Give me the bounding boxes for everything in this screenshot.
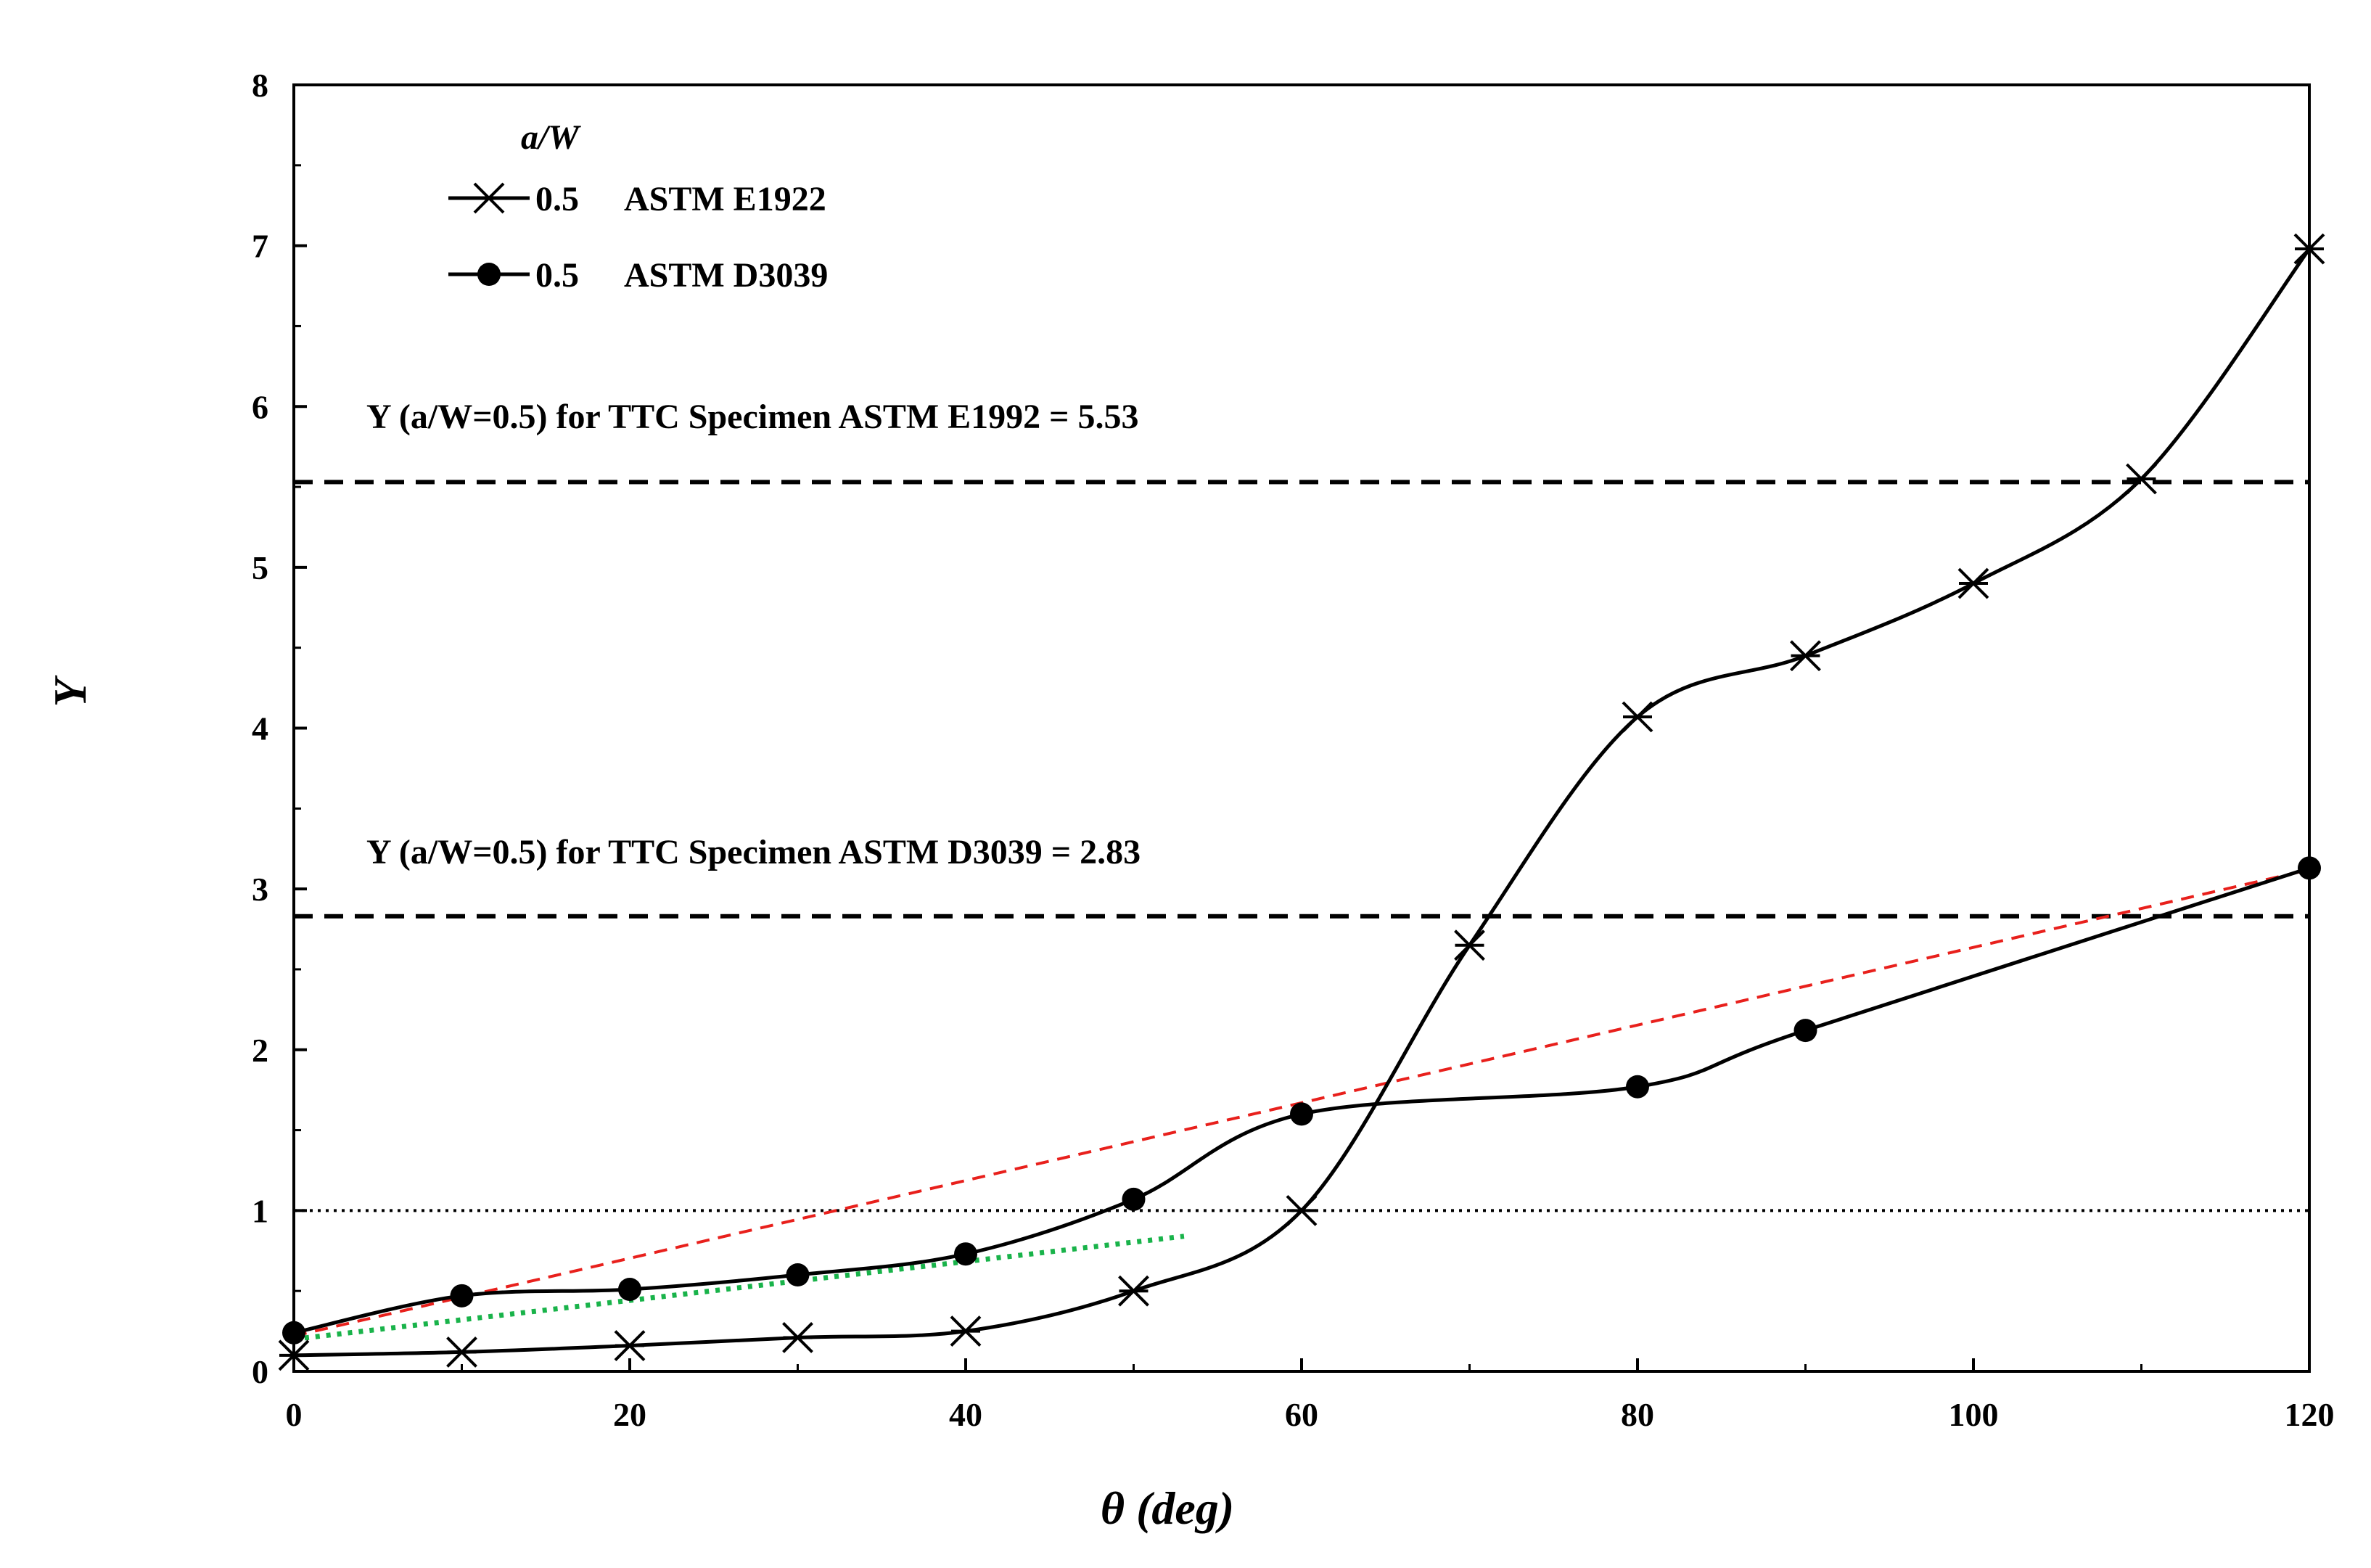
x-axis-title: θ (deg)	[1101, 1482, 1234, 1534]
green-dotted-trend	[293, 1234, 1185, 1342]
reference-label-d3039: Y (a/W=0.5) for TTC Specimen ASTM D3039 …	[366, 833, 1141, 871]
x-axis: 0 20 40 60 80 100 120	[286, 1358, 2335, 1433]
point-e1922-50	[1118, 1275, 1149, 1307]
point-e1922-110	[2126, 463, 2157, 495]
x-tick-label-80: 80	[1621, 1396, 1654, 1433]
y-tick-label-6: 6	[252, 388, 268, 425]
x-tick-label-100: 100	[1949, 1396, 1999, 1433]
legend: a/W 0.5 ASTM E1922 0.5 ASTM D3039	[448, 118, 828, 295]
point-d3039-20	[618, 1277, 641, 1301]
point-d3039-120	[2298, 856, 2321, 880]
y-tick-label-5: 5	[252, 549, 268, 586]
point-e1922-30	[782, 1322, 813, 1353]
x-tick-label-40: 40	[949, 1396, 982, 1433]
y-tick-label-0: 0	[252, 1353, 268, 1390]
y-tick-label-3: 3	[252, 871, 268, 908]
x-tick-label-60: 60	[1285, 1396, 1318, 1433]
y-tick-label-1: 1	[252, 1192, 268, 1229]
x-tick-label-120: 120	[2285, 1396, 2335, 1433]
point-d3039-60	[1290, 1102, 1313, 1126]
y-axis-title: Y	[44, 676, 96, 707]
series-layer	[278, 233, 2325, 1371]
y-axis: 0 1 2 3 4 5 6 7 8	[252, 67, 307, 1390]
legend-value-e1922: 0.5	[535, 180, 579, 218]
point-d3039-40	[954, 1242, 977, 1266]
x-tick-label-20: 20	[613, 1396, 646, 1433]
y-tick-label-2: 2	[252, 1032, 268, 1069]
point-e1922-70	[1454, 929, 1485, 961]
point-e1922-90	[1790, 640, 1821, 672]
legend-marker-d3039	[477, 263, 501, 286]
series-line-1	[293, 866, 2310, 1335]
legend-label-d3039: ASTM D3039	[624, 256, 828, 295]
legend-title: a/W	[521, 118, 581, 157]
point-e1922-80	[1622, 701, 1653, 733]
point-e1922-120	[2293, 233, 2325, 265]
point-d3039-50	[1122, 1187, 1146, 1211]
point-e1922-100	[1957, 567, 1989, 599]
point-e1922-0	[278, 1339, 310, 1371]
y-tick-label-8: 8	[252, 67, 268, 104]
point-d3039-10	[450, 1284, 474, 1308]
point-d3039-90	[1793, 1019, 1817, 1043]
point-e1922-10	[446, 1336, 477, 1368]
legend-value-d3039: 0.5	[535, 256, 579, 295]
reference-label-e1992: Y (a/W=0.5) for TTC Specimen ASTM E1992 …	[366, 398, 1139, 436]
legend-label-e1922: ASTM E1922	[624, 180, 826, 218]
point-d3039-30	[786, 1263, 810, 1287]
point-d3039-0	[282, 1321, 305, 1345]
legend-marker-e1922	[473, 182, 505, 214]
legend-asterisk	[473, 182, 505, 214]
point-d3039-80	[1626, 1075, 1649, 1099]
point-e1922-60	[1286, 1194, 1318, 1226]
point-e1922-20	[614, 1330, 646, 1361]
x-tick-label-0: 0	[286, 1396, 303, 1433]
y-tick-label-4: 4	[252, 710, 268, 747]
series-line-0	[293, 247, 2312, 1358]
y-tick-label-7: 7	[252, 228, 268, 265]
legend-circle	[477, 263, 501, 286]
plot-frame	[292, 83, 2311, 1373]
point-e1922-40	[950, 1315, 982, 1347]
